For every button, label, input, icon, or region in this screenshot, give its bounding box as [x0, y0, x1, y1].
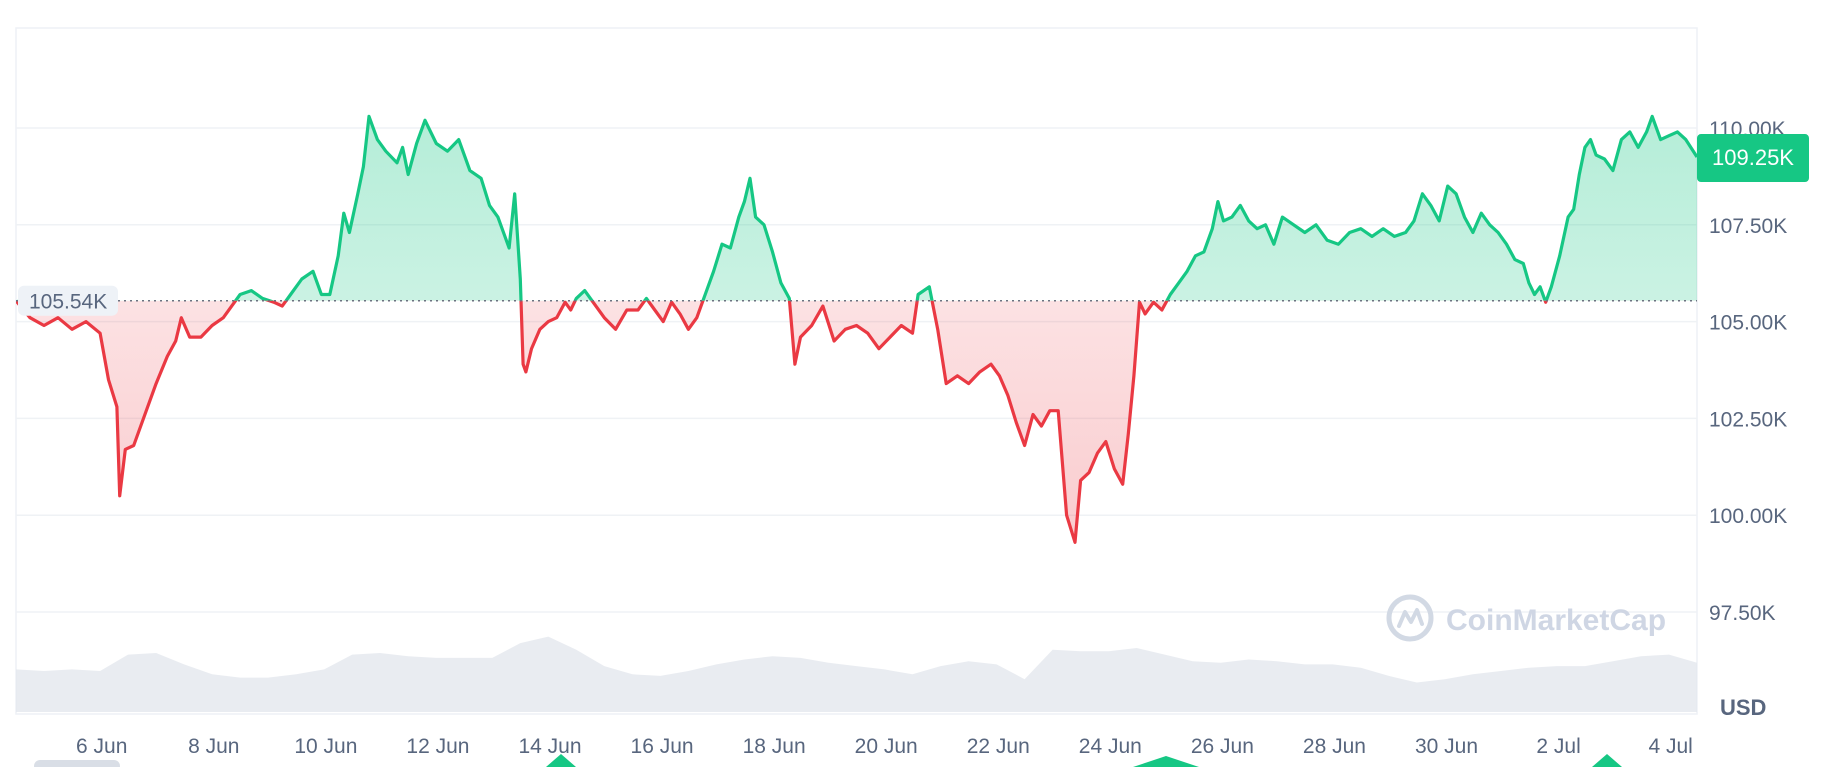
current-price-badge: 109.25K — [1697, 134, 1809, 183]
x-tick-label: 6 Jun — [76, 735, 127, 758]
y-tick-label: 105.00K — [1709, 312, 1787, 335]
volume-area-layer — [16, 636, 1697, 712]
x-tick-label: 26 Jun — [1191, 735, 1254, 758]
currency-label: USD — [1720, 695, 1766, 720]
reference-label: 105.54K — [29, 291, 107, 314]
price-line-down — [16, 300, 1548, 544]
x-tick-label: 4 Jul — [1648, 735, 1692, 758]
price-area-above — [235, 116, 1697, 301]
current-price-badge-bg — [1697, 134, 1809, 183]
plot-border — [15, 27, 1698, 715]
coinmarketcap-watermark: CoinMarketCap — [1386, 594, 1666, 642]
price-fill-layer — [16, 116, 1697, 543]
x-tick-label: 10 Jun — [294, 735, 357, 758]
x-tick-label: 18 Jun — [743, 735, 806, 758]
x-tick-label: 30 Jun — [1415, 735, 1478, 758]
y-axis: 110.00K107.50K105.00K102.50K100.00K97.50… — [1709, 118, 1787, 625]
current-price-label: 109.25K — [1712, 145, 1794, 170]
price-line-layer — [16, 114, 1697, 544]
y-tick-label: 97.50K — [1709, 602, 1776, 625]
reference-chip: 105.54K — [18, 285, 118, 316]
event-marker-icon[interactable] — [546, 754, 576, 767]
y-tick-label: 100.00K — [1709, 505, 1787, 528]
coinmarketcap-logo-icon — [1386, 594, 1434, 642]
x-axis: 6 Jun 8 Jun 10 Jun 12 Jun 14 Jun 16 Jun 18 Jun… — [76, 735, 1693, 758]
y-tick-label: 102.50K — [1709, 408, 1787, 431]
price-area-below — [16, 300, 1697, 543]
x-tick-label: 24 Jun — [1079, 735, 1142, 758]
event-markers — [34, 754, 1622, 772]
x-tick-label: 20 Jun — [855, 735, 918, 758]
range-handle[interactable] — [34, 760, 120, 772]
x-tick-label: 28 Jun — [1303, 735, 1366, 758]
event-marker-icon[interactable] — [1592, 754, 1622, 767]
volume-area — [16, 636, 1697, 712]
x-tick-label: 2 Jul — [1536, 735, 1580, 758]
event-marker-icon[interactable] — [1133, 756, 1199, 767]
y-tick-label: 107.50K — [1709, 215, 1787, 238]
price-line-up — [16, 114, 1697, 301]
x-tick-label: 12 Jun — [406, 735, 469, 758]
x-tick-label: 16 Jun — [631, 735, 694, 758]
watermark-text: CoinMarketCap — [1446, 604, 1666, 637]
x-tick-label: 22 Jun — [967, 735, 1030, 758]
reference-chip-bg — [18, 285, 118, 316]
x-tick-label: 14 Jun — [518, 735, 581, 758]
x-tick-label: 8 Jun — [188, 735, 239, 758]
